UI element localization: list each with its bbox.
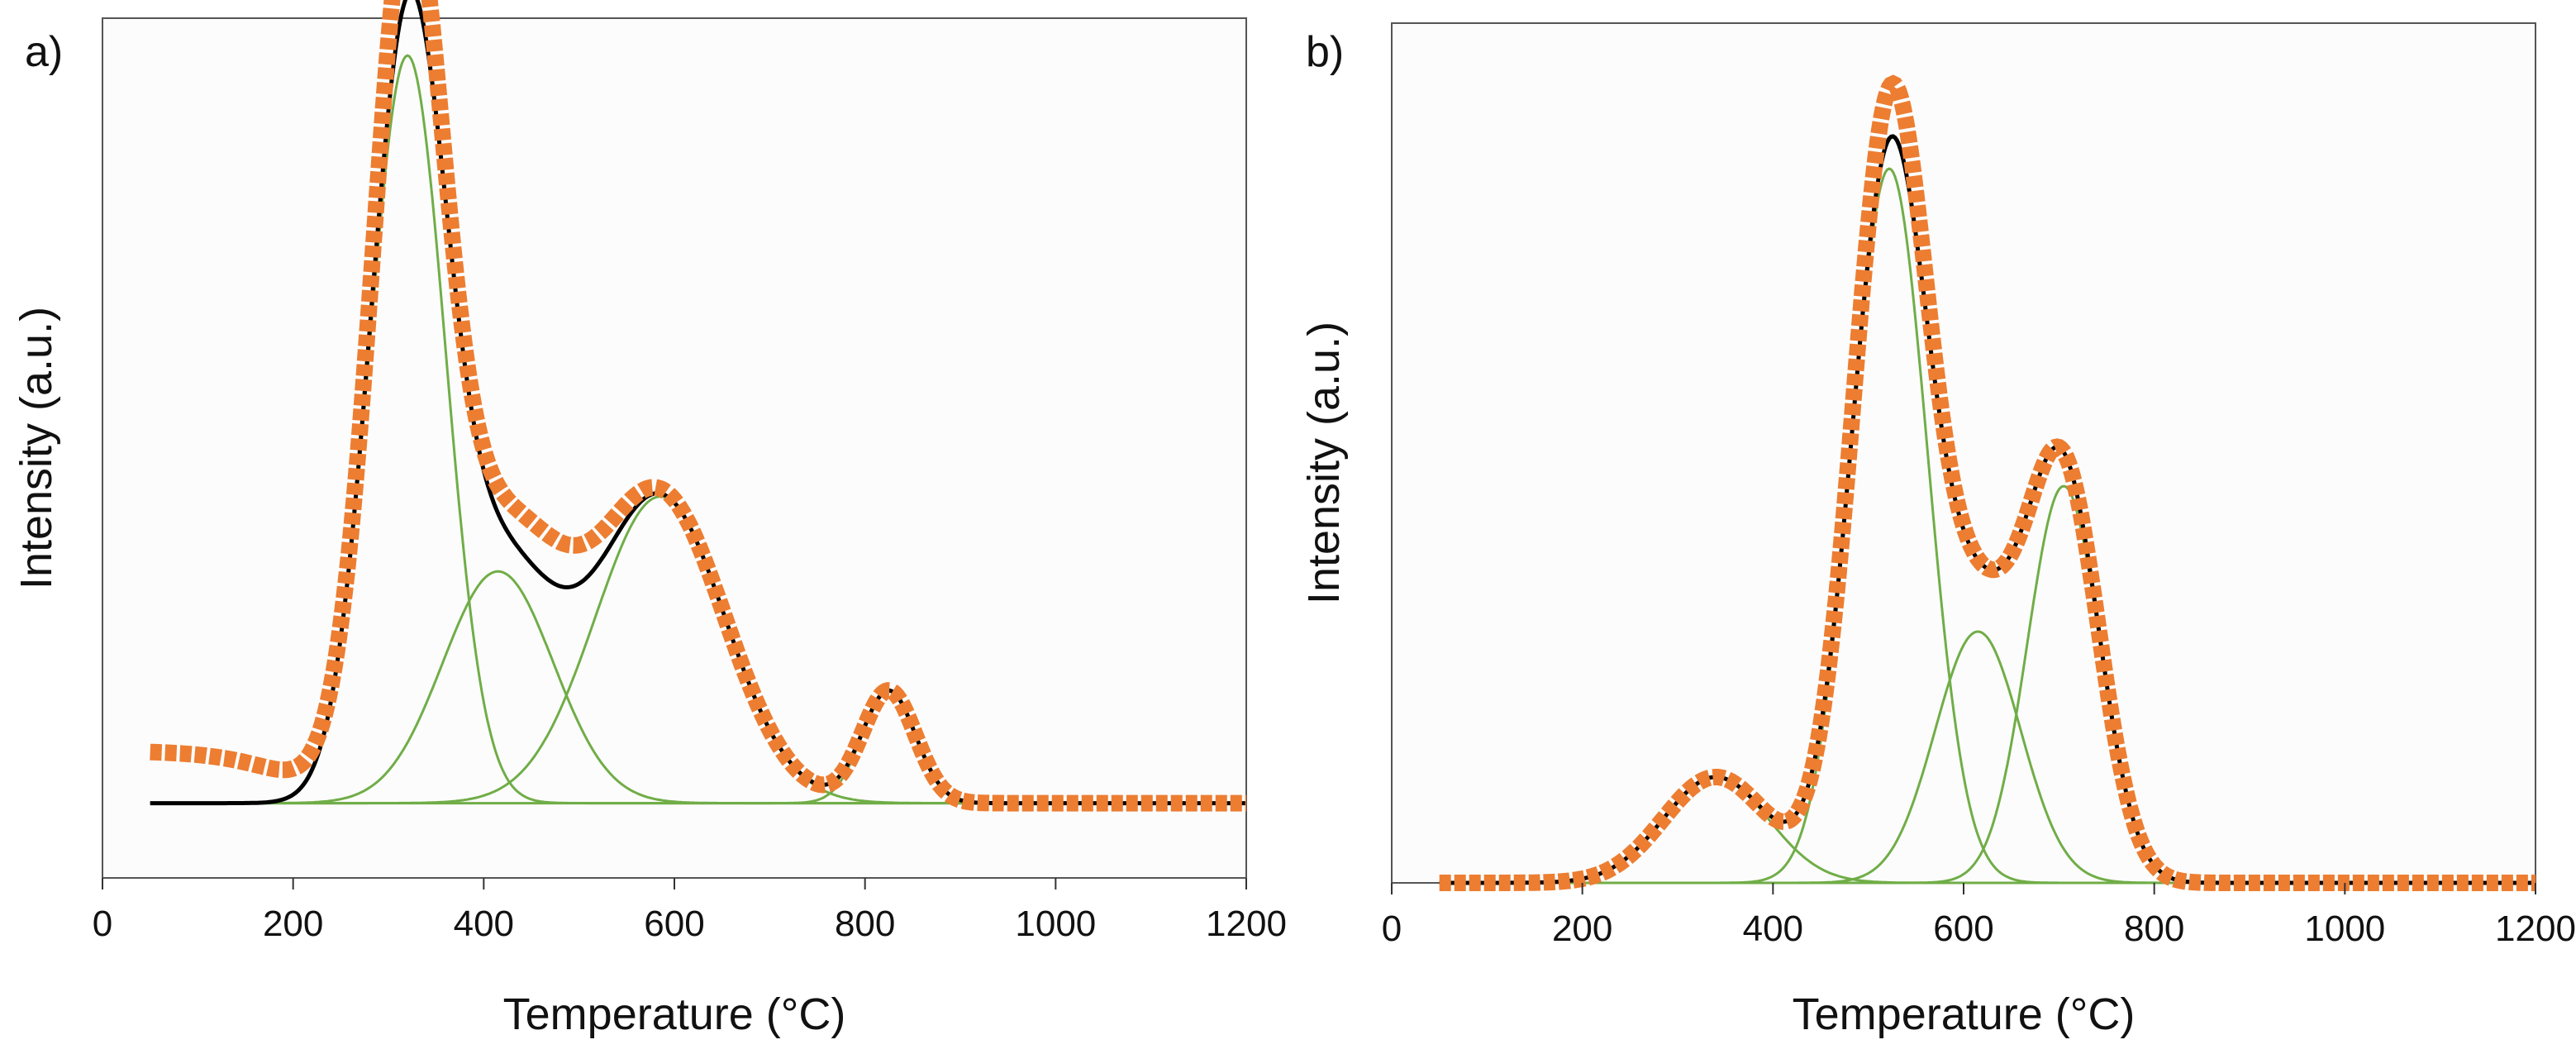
x-tick-label: 400 xyxy=(454,904,514,944)
x-tick-label: 600 xyxy=(644,904,704,944)
panel-label-a: a) xyxy=(25,28,63,76)
x-tick-label: 200 xyxy=(263,904,323,944)
x-tick-label: 1000 xyxy=(1015,904,1096,944)
experimental-series-b xyxy=(1439,74,2536,891)
panel-a: a) 0 200 400 600 800 1000 1200 Temperature (°C… xyxy=(12,0,1287,1039)
x-tick-label: 0 xyxy=(1382,909,1402,949)
x-tick-label: 800 xyxy=(2124,909,2184,949)
x-tick-label: 400 xyxy=(1743,909,1803,949)
x-axis-a: 0 200 400 600 800 1000 1200 xyxy=(93,878,1287,944)
plot-area-b xyxy=(1391,22,2536,884)
experimental-series-a xyxy=(150,0,1246,812)
x-axis-title-b: Temperature (°C) xyxy=(1793,990,2136,1039)
panel-label-b: b) xyxy=(1306,28,1344,76)
x-tick-label: 0 xyxy=(93,904,112,944)
x-tick-label: 800 xyxy=(835,904,895,944)
x-tick-label: 1000 xyxy=(2304,909,2385,949)
x-tick-label: 200 xyxy=(1552,909,1612,949)
y-axis-title-b: Intensity (a.u.) xyxy=(1299,322,1349,604)
y-axis-title-a: Intensity (a.u.) xyxy=(12,307,61,589)
x-tick-label: 600 xyxy=(1933,909,1993,949)
x-tick-label: 1200 xyxy=(2495,909,2576,949)
plot-area-a xyxy=(102,17,1247,879)
panel-b: b) 0 200 400 600 800 1000 1200 Temperature (°C… xyxy=(1299,22,2576,1039)
x-tick-label: 1200 xyxy=(1206,904,1287,944)
x-axis-b: 0 200 400 600 800 1000 1200 xyxy=(1382,883,2576,949)
x-axis-title-a: Temperature (°C) xyxy=(503,990,846,1039)
